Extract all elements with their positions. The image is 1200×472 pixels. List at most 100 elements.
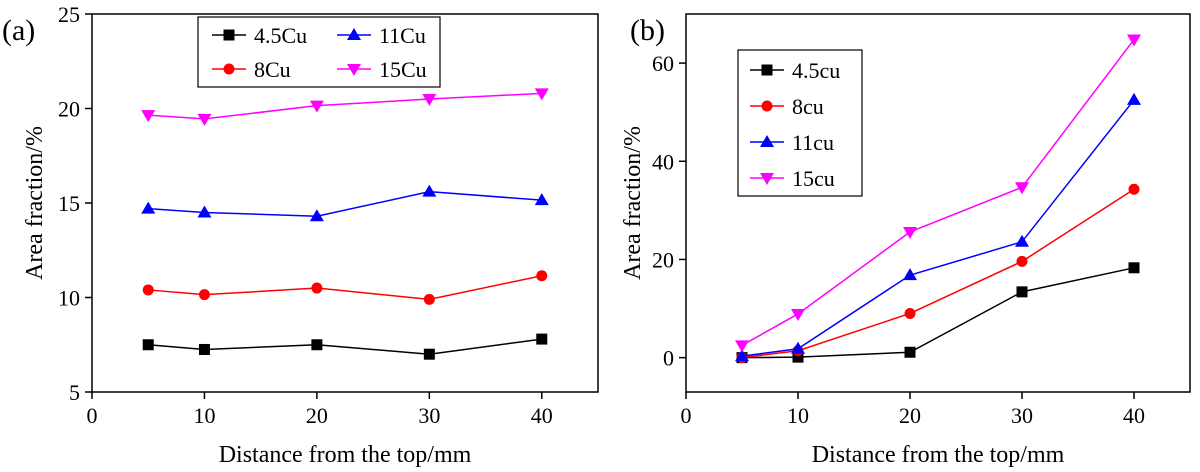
data-point: [142, 339, 154, 351]
legend-marker: [760, 173, 774, 185]
data-point: [903, 226, 917, 239]
x-tick-label: 10: [787, 403, 809, 428]
legend-marker: [760, 135, 774, 147]
legend-label: 11Cu: [379, 23, 426, 48]
legend-label: 4.5Cu: [254, 23, 307, 48]
legend-label: 8cu: [792, 94, 824, 119]
y-tick-label: 20: [58, 97, 80, 122]
x-tick-label: 30: [1011, 403, 1033, 428]
legend-item: 11Cu: [337, 23, 426, 48]
legend-marker: [223, 63, 235, 75]
y-tick-label: 25: [58, 2, 80, 27]
chart-panel-a: 0 10 20 30 40 5 10 15 20 25 Distance from the top/…: [2, 2, 599, 468]
x-axis-label: Distance from the top/mm: [812, 442, 1065, 468]
data-point: [735, 349, 749, 362]
legend-box: [737, 49, 863, 197]
plot-frame: [685, 13, 1191, 393]
y-tick-label: 10: [58, 286, 80, 311]
x-tick-label: 40: [1123, 403, 1145, 428]
data-point: [791, 308, 805, 321]
series-11Cu: [141, 184, 549, 222]
data-point: [197, 113, 212, 126]
data-point: [311, 282, 323, 294]
data-point: [534, 88, 549, 101]
data-point: [536, 333, 548, 345]
data-point: [422, 184, 437, 197]
legend-item: 4.5Cu: [212, 23, 307, 48]
x-tick-label: 30: [418, 403, 440, 428]
legend-label: 15Cu: [379, 57, 427, 82]
legend-item: 15Cu: [337, 57, 427, 82]
chart-panel-b: 0 10 20 30 40 0 20 40 60 Distance from the top/mm…: [620, 13, 1191, 468]
legend-marker: [761, 100, 773, 112]
legend-marker: [347, 28, 361, 40]
data-point: [311, 339, 323, 351]
series-15Cu: [141, 88, 549, 126]
y-axis-label: Area fraction/%: [22, 126, 48, 280]
legend-label: 8Cu: [254, 57, 291, 82]
data-point: [904, 307, 916, 319]
legend-label: 15cu: [792, 166, 835, 191]
series-15cu: [735, 34, 1141, 353]
y-tick-label: 60: [652, 51, 674, 76]
data-point: [198, 289, 210, 301]
data-point: [423, 293, 435, 305]
data-point: [142, 284, 154, 296]
y-tick-label: 20: [652, 247, 674, 272]
data-point: [141, 201, 156, 214]
y-tick-label: 40: [652, 149, 674, 174]
x-tick-label: 20: [306, 403, 328, 428]
panel-label: (b): [630, 14, 665, 47]
legend: 4.5Cu 8Cu 11Cu 15Cu: [197, 16, 441, 88]
data-point: [1128, 262, 1140, 274]
x-tick-label: 40: [531, 403, 553, 428]
data-point: [197, 205, 212, 218]
data-point: [536, 270, 548, 282]
data-point: [309, 100, 324, 113]
data-point: [792, 351, 804, 363]
data-point: [422, 94, 437, 107]
legend-item: 8cu: [750, 94, 824, 119]
legend-item: 4.5cu: [750, 58, 840, 83]
legend-marker: [223, 29, 235, 41]
data-point: [309, 209, 324, 222]
data-point: [735, 340, 749, 353]
legend-item: 8Cu: [212, 57, 291, 82]
series-8Cu: [142, 270, 548, 305]
y-tick-label: 15: [58, 191, 80, 216]
legend-box: [197, 16, 441, 88]
data-point: [534, 193, 549, 206]
data-point: [141, 110, 156, 123]
data-point: [1128, 183, 1140, 195]
data-point: [1016, 255, 1028, 267]
x-tick-label: 0: [681, 403, 692, 428]
legend-marker: [761, 64, 773, 76]
data-point: [1127, 92, 1141, 105]
x-axis-label: Distance from the top/mm: [219, 442, 472, 468]
series-4.5Cu: [142, 333, 548, 360]
data-point: [1015, 234, 1029, 247]
data-point: [1015, 182, 1029, 195]
x-tick-label: 20: [899, 403, 921, 428]
legend-label: 11cu: [792, 130, 834, 155]
x-tick-label: 0: [87, 403, 98, 428]
x-tick-label: 10: [193, 403, 215, 428]
data-point: [791, 341, 805, 354]
y-axis-label: Area fraction/%: [620, 126, 646, 280]
data-point: [423, 348, 435, 360]
series-line: [741, 188, 1135, 359]
legend-label: 4.5cu: [792, 58, 840, 83]
panel-label: (a): [2, 14, 35, 47]
y-tick-label: 0: [663, 346, 674, 371]
y-tick-label: 5: [69, 380, 80, 405]
data-point: [1127, 34, 1141, 47]
series-8cu: [736, 183, 1140, 364]
data-point: [1016, 286, 1028, 298]
legend-item: 11cu: [750, 130, 834, 155]
data-point: [198, 343, 210, 355]
data-point: [904, 346, 916, 358]
data-point: [903, 268, 917, 281]
legend-item: 15cu: [750, 166, 835, 191]
series-11cu: [735, 92, 1141, 362]
